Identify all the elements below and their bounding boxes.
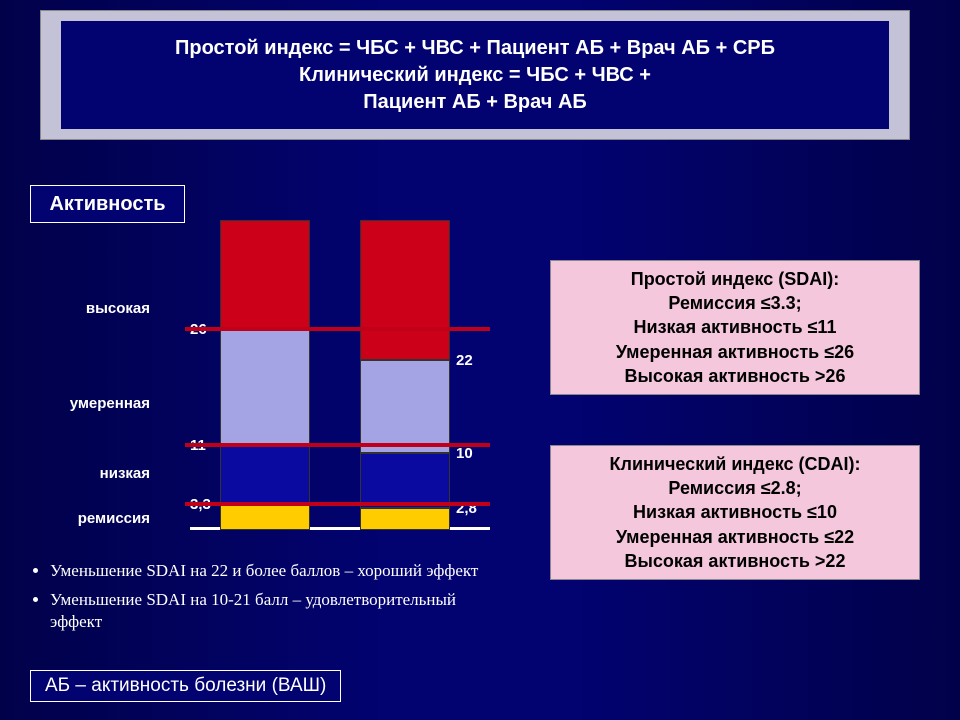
cdai-title: Клинический индекс (CDAI):	[610, 452, 861, 476]
bar-CDAI-seg-0	[360, 508, 450, 530]
sdai-l1: Ремиссия ≤3.3;	[668, 291, 801, 315]
bar-SDAI-seg-2	[220, 329, 310, 445]
cdai-l1: Ремиссия ≤2.8;	[668, 476, 801, 500]
bullet-1: Уменьшение SDAI на 22 и более баллов – х…	[50, 560, 500, 581]
cdai-l2: Низкая активность ≤10	[633, 500, 837, 524]
bar-CDAI-seg-1	[360, 453, 450, 509]
bar-CDAI-seg-2	[360, 360, 450, 453]
cdai-l3: Умеренная активность ≤22	[616, 525, 854, 549]
ylabel-high: высокая	[40, 300, 150, 317]
bullet-list: Уменьшение SDAI на 22 и более баллов – х…	[30, 560, 500, 640]
header-box: Простой индекс = ЧБС + ЧВС + Пациент АБ …	[40, 10, 910, 140]
threshold-line-0	[185, 502, 490, 506]
bullet-2: Уменьшение SDAI на 10-21 балл – удовлетв…	[50, 589, 500, 632]
bar-SDAI-seg-1	[220, 445, 310, 505]
sdai-title: Простой индекс (SDAI):	[631, 267, 840, 291]
ylabel-moderate: умеренная	[40, 395, 150, 412]
header-line2: Клинический индекс = ЧБС + ЧВС +	[299, 62, 651, 89]
bar-CDAI-seg-3	[360, 220, 450, 360]
ylabel-low: низкая	[40, 465, 150, 482]
threshold-line-1	[185, 443, 490, 447]
header-line1: Простой индекс = ЧБС + ЧВС + Пациент АБ …	[175, 35, 775, 62]
sdai-l2: Низкая активность ≤11	[634, 315, 837, 339]
chart-area: 3,311262,81022	[210, 220, 470, 530]
header-line3: Пациент АБ + Врач АБ	[363, 89, 587, 116]
bar-SDAI-seg-3	[220, 220, 310, 329]
sdai-l3: Умеренная активность ≤26	[616, 340, 854, 364]
cdai-box: Клинический индекс (CDAI): Ремиссия ≤2.8…	[550, 445, 920, 580]
activity-title: Активность	[30, 185, 185, 223]
value-label-CDAI-2: 22	[456, 352, 473, 369]
ylabel-remission: ремиссия	[40, 510, 150, 527]
sdai-l4: Высокая активность >26	[625, 364, 846, 388]
header-inner: Простой индекс = ЧБС + ЧВС + Пациент АБ …	[61, 21, 889, 129]
value-label-CDAI-1: 10	[456, 445, 473, 462]
footer-box: АБ – активность болезни (ВАШ)	[30, 670, 341, 702]
cdai-l4: Высокая активность >22	[625, 549, 846, 573]
sdai-box: Простой индекс (SDAI): Ремиссия ≤3.3; Ни…	[550, 260, 920, 395]
bar-SDAI-seg-0	[220, 504, 310, 530]
threshold-line-2	[185, 327, 490, 331]
